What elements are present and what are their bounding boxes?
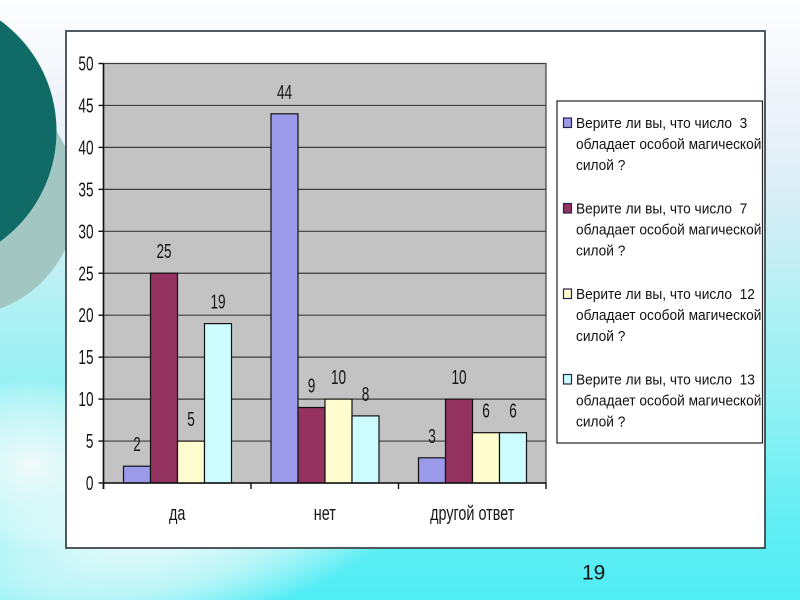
svg-text:44: 44 [277, 81, 292, 103]
svg-text:6: 6 [509, 400, 517, 422]
svg-text:силой ?: силой ? [576, 242, 626, 258]
svg-text:19: 19 [582, 562, 605, 585]
svg-text:8: 8 [362, 383, 370, 405]
svg-text:другой ответ: другой ответ [430, 502, 514, 525]
svg-text:3: 3 [428, 425, 436, 447]
svg-text:30: 30 [78, 221, 93, 243]
svg-text:обладает особой магической: обладает особой магической [576, 136, 761, 152]
svg-text:15: 15 [78, 347, 93, 369]
svg-text:25: 25 [156, 241, 171, 263]
svg-text:6: 6 [482, 400, 490, 422]
svg-text:10: 10 [451, 367, 466, 389]
svg-text:Верите ли вы, что число 3: Верите ли вы, что число 3 [576, 115, 747, 131]
svg-text:10: 10 [78, 389, 93, 411]
svg-text:5: 5 [187, 409, 195, 431]
svg-text:обладает особой магической: обладает особой магической [576, 307, 761, 323]
svg-text:Верите ли вы, что число 12: Верите ли вы, что число 12 [576, 286, 755, 302]
svg-text:50: 50 [78, 53, 93, 75]
svg-text:10: 10 [331, 367, 346, 389]
svg-text:45: 45 [78, 95, 93, 117]
svg-text:35: 35 [78, 179, 93, 201]
svg-text:Верите ли вы, что число 13: Верите ли вы, что число 13 [576, 371, 755, 387]
svg-text:силой ?: силой ? [576, 157, 626, 173]
svg-text:Верите ли вы, что число 7: Верите ли вы, что число 7 [576, 200, 747, 216]
svg-text:0: 0 [86, 472, 94, 494]
svg-text:обладает особой магической: обладает особой магической [576, 221, 761, 237]
svg-text:да: да [169, 502, 186, 525]
svg-text:9: 9 [308, 375, 316, 397]
svg-text:обладает особой магической: обладает особой магической [576, 392, 761, 408]
svg-text:2: 2 [133, 434, 141, 456]
svg-text:нет: нет [314, 502, 336, 525]
svg-text:40: 40 [78, 137, 93, 159]
svg-text:силой ?: силой ? [576, 413, 626, 429]
svg-text:5: 5 [86, 431, 94, 453]
svg-text:силой ?: силой ? [576, 328, 626, 344]
svg-text:20: 20 [78, 305, 93, 327]
svg-text:25: 25 [78, 263, 93, 285]
svg-text:19: 19 [210, 291, 225, 313]
